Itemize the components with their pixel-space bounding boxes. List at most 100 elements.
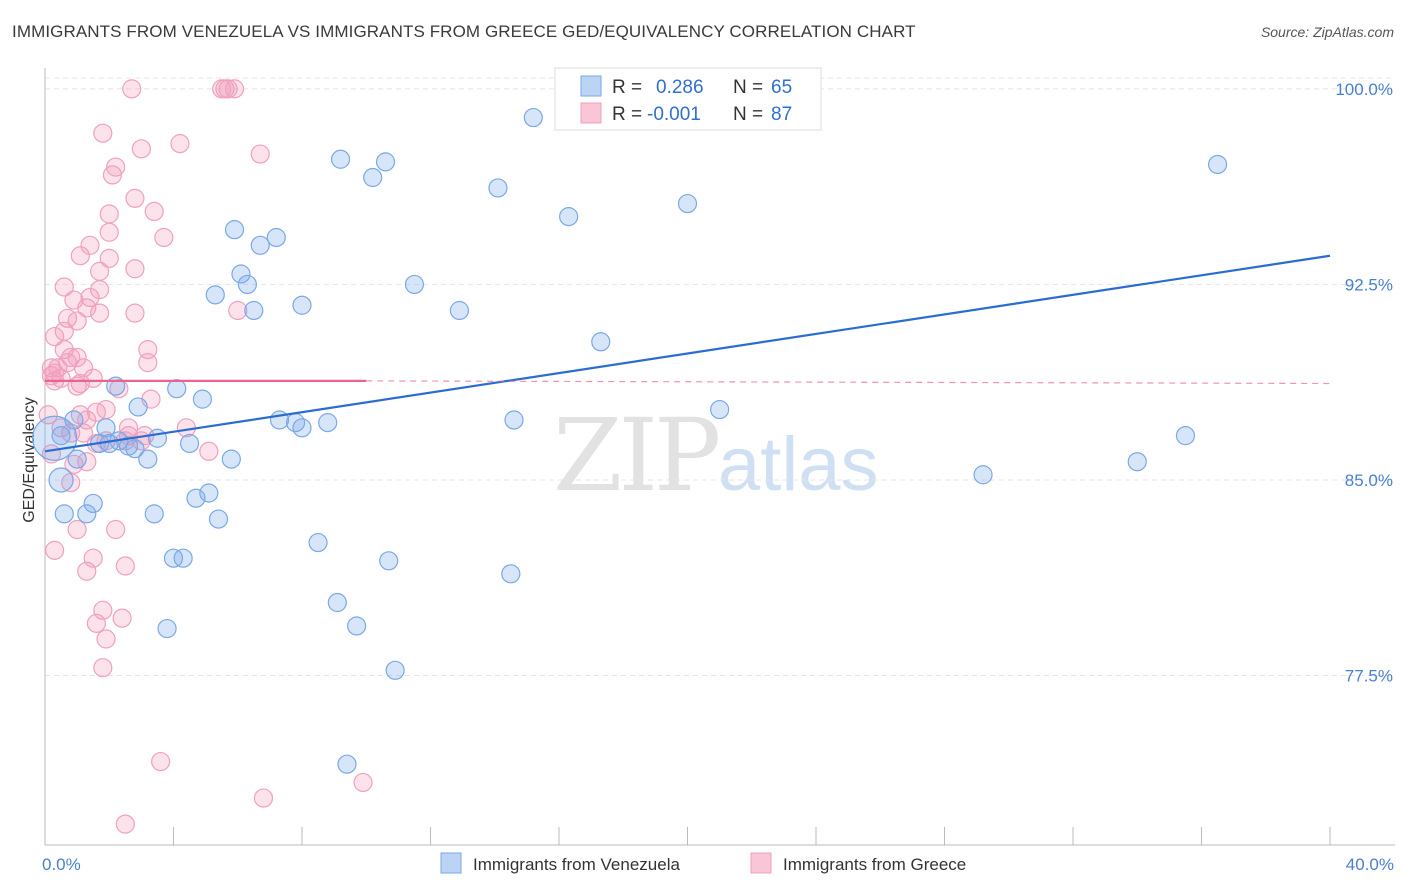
greece-point	[353, 772, 373, 793]
venezuela-point	[327, 592, 347, 613]
greece-point	[96, 399, 116, 420]
greece-point	[93, 600, 113, 620]
y-tick-label: 85.0%	[1345, 471, 1393, 490]
bottom-legend-venezuela-label: Immigrants from Venezuela	[473, 855, 680, 874]
venezuela-trend-line	[44, 254, 1331, 453]
venezuela-point	[501, 564, 521, 584]
greece-point	[106, 519, 126, 540]
venezuela-point	[163, 548, 184, 568]
venezuela-point	[379, 551, 399, 571]
watermark-atlas: atlas	[718, 422, 879, 507]
venezuela-point	[83, 493, 103, 514]
venezuela-point	[375, 152, 396, 172]
x-tick-label-max: 40.0%	[1346, 855, 1394, 874]
venezuela-point	[308, 532, 328, 553]
legend-r-label-2: R =	[612, 104, 642, 125]
watermark-zip: ZIP	[553, 397, 718, 514]
venezuela-point	[292, 295, 312, 315]
venezuela-point	[192, 389, 213, 409]
bottom-legend: Immigrants from Venezuela Immigrants fro…	[440, 852, 966, 874]
greece-point	[125, 188, 145, 208]
venezuela-point	[559, 207, 579, 227]
venezuela-point	[157, 618, 177, 639]
venezuela-point	[167, 379, 187, 399]
greece-point	[90, 280, 110, 300]
venezuela-points	[32, 79, 1228, 774]
greece-point	[250, 144, 270, 164]
venezuela-point	[449, 300, 470, 321]
greece-point	[138, 353, 158, 373]
venezuela-point	[523, 107, 543, 128]
venezuela-point	[186, 488, 206, 508]
greece-point	[48, 358, 68, 378]
greece-point	[73, 358, 94, 378]
greece-point	[80, 235, 100, 255]
y-axis-label: GED/Equivalency	[21, 397, 38, 522]
venezuela-point	[231, 264, 251, 284]
greece-point	[112, 608, 132, 628]
venezuela-point	[67, 449, 87, 469]
venezuela-point	[96, 418, 116, 438]
greece-point	[90, 261, 110, 281]
x-tick-label-min: 0.0%	[42, 855, 81, 874]
venezuela-point	[591, 332, 611, 352]
greece-points	[38, 79, 373, 834]
venezuela-point	[266, 227, 286, 248]
top-legend: R = 0.286 N = 65 R = -0.001 N = 87	[554, 67, 822, 131]
greece-point	[96, 629, 116, 649]
greece-point	[93, 658, 113, 678]
venezuela-point	[250, 235, 270, 255]
venezuela-point	[138, 449, 158, 469]
venezuela-point	[237, 274, 257, 295]
venezuela-point	[363, 167, 383, 188]
venezuela-point	[77, 504, 97, 524]
venezuela-point	[51, 426, 71, 446]
greece-point	[41, 358, 62, 378]
greece-point	[54, 277, 74, 297]
greece-point	[45, 363, 65, 383]
venezuela-point	[64, 410, 84, 430]
greece-point	[99, 204, 119, 224]
greece-point	[151, 751, 171, 772]
venezuela-point	[404, 274, 425, 295]
venezuela-point	[48, 467, 74, 493]
greece-point	[138, 339, 158, 360]
greece-point	[122, 79, 142, 99]
venezuela-point	[54, 504, 74, 524]
greece-point	[199, 441, 219, 461]
y-tick-labels: 77.5% 85.0% 92.5% 100.0%	[1335, 80, 1393, 686]
venezuela-point	[144, 504, 164, 524]
venezuela-point	[488, 178, 508, 198]
greece-point	[218, 79, 238, 99]
venezuela-point	[1127, 452, 1147, 472]
venezuela-point	[173, 548, 193, 568]
greece-point	[77, 298, 97, 318]
greece-point	[224, 79, 245, 99]
greece-point	[115, 556, 135, 576]
source-label: Source: ZipAtlas.com	[1260, 24, 1394, 40]
legend-n-value-greece: 87	[771, 104, 792, 125]
legend-n-value-venezuela: 65	[771, 77, 792, 98]
greece-point	[70, 246, 90, 266]
greece-point	[93, 123, 113, 143]
legend-venezuela-swatch	[580, 75, 602, 97]
venezuela-point	[504, 410, 524, 430]
greece-point	[90, 303, 110, 323]
venezuela-point	[221, 449, 241, 469]
greece-point	[67, 347, 87, 368]
venezuela-point	[179, 433, 200, 454]
venezuela-point	[385, 660, 405, 680]
legend-n-label-1: N =	[733, 77, 763, 98]
axes	[44, 68, 1395, 846]
greece-point	[144, 201, 164, 222]
venezuela-point	[973, 465, 993, 485]
greece-point	[99, 222, 119, 242]
y-tick-label: 77.5%	[1345, 667, 1393, 686]
greece-point	[253, 788, 274, 808]
y-tick-label: 92.5%	[1345, 275, 1393, 294]
greece-point	[115, 814, 135, 834]
chart-title: IMMIGRANTS FROM VENEZUELA VS IMMIGRANTS …	[12, 22, 916, 41]
legend-greece-swatch	[580, 102, 602, 124]
legend-r-value-venezuela: 0.286	[656, 77, 704, 98]
